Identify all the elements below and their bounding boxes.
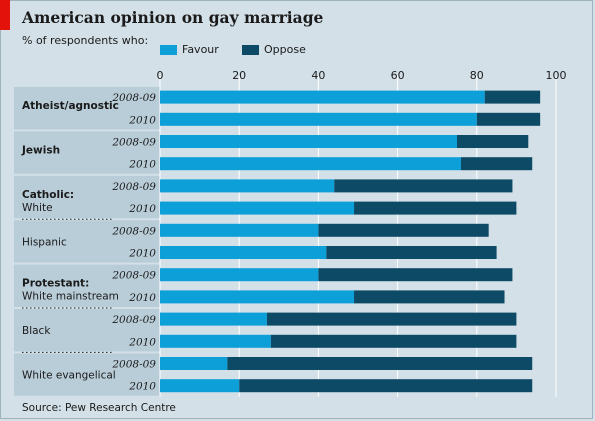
- bar-favour-12: [160, 357, 228, 370]
- row-period-label-2: 2008-09: [111, 137, 156, 149]
- label-panel-2: [14, 175, 160, 219]
- bar-oppose-1: [476, 112, 541, 126]
- row-period-label-7: 2010: [128, 248, 156, 260]
- bar-favour-1: [160, 112, 477, 126]
- bar-oppose-7: [326, 246, 497, 259]
- row-period-label-1: 2010: [128, 114, 156, 126]
- group-header-2: Catholic:: [22, 189, 74, 201]
- row-period-label-9: 2010: [128, 292, 156, 304]
- row-period-label-8: 2008-09: [111, 270, 156, 282]
- group-sublabel-3: Hispanic: [22, 236, 67, 248]
- row-period-label-13: 2010: [128, 381, 156, 393]
- row-period-label-11: 2010: [128, 336, 156, 348]
- group-header-0: Atheist/agnostic: [22, 100, 119, 112]
- label-panel-6: [14, 353, 160, 396]
- label-panel-0: [14, 87, 160, 130]
- group-header-1: Jewish: [21, 145, 60, 157]
- chart-subtitle: % of respondents who:: [22, 34, 149, 47]
- legend-label-favour: Favour: [182, 43, 219, 56]
- row-period-label-5: 2010: [128, 203, 156, 215]
- bar-favour-0: [160, 90, 485, 104]
- label-panel-4: [14, 264, 160, 307]
- bar-favour-3: [160, 157, 461, 171]
- x-tick-label-80: 80: [470, 69, 484, 82]
- x-tick-label-60: 60: [391, 69, 405, 82]
- x-tick-label-0: 0: [157, 69, 164, 82]
- group-sublabel-6: White evangelical: [22, 370, 116, 382]
- accent-red-tab: [0, 0, 10, 30]
- bar-oppose-13: [239, 379, 533, 393]
- source-note: Source: Pew Research Centre: [22, 402, 176, 414]
- label-panel-3: [14, 220, 160, 263]
- row-period-label-10: 2008-09: [111, 314, 156, 326]
- row-period-label-12: 2008-09: [111, 359, 156, 371]
- bar-oppose-11: [270, 334, 517, 348]
- bar-favour-8: [160, 268, 319, 282]
- bar-favour-13: [160, 379, 240, 393]
- label-panel-1: [14, 131, 160, 174]
- bar-oppose-12: [227, 357, 533, 370]
- bar-oppose-3: [460, 157, 533, 171]
- bar-oppose-10: [266, 312, 517, 326]
- bar-favour-9: [160, 290, 355, 304]
- bar-favour-10: [160, 312, 267, 326]
- bar-favour-2: [160, 135, 457, 148]
- x-tick-label-40: 40: [311, 69, 325, 82]
- bar-oppose-2: [457, 135, 529, 148]
- legend-label-oppose: Oppose: [264, 43, 306, 56]
- legend-swatch-favour: [160, 45, 177, 55]
- bar-favour-4: [160, 179, 335, 193]
- bar-oppose-9: [354, 290, 505, 304]
- x-tick-label-20: 20: [232, 69, 246, 82]
- bar-oppose-0: [484, 90, 541, 104]
- legend-swatch-oppose: [242, 45, 259, 55]
- group-sublabel-5: Black: [22, 325, 51, 337]
- row-period-label-3: 2010: [128, 159, 156, 171]
- row-period-label-6: 2008-09: [111, 225, 156, 237]
- chart-title: American opinion on gay marriage: [22, 8, 324, 27]
- label-panel-5: [14, 309, 160, 352]
- bar-favour-6: [160, 223, 319, 237]
- bar-oppose-4: [334, 179, 513, 193]
- row-period-label-0: 2008-09: [111, 92, 156, 104]
- bar-oppose-5: [354, 201, 517, 215]
- group-sublabel-2: White: [22, 202, 53, 214]
- group-header-4: Protestant:: [22, 278, 89, 290]
- bar-favour-11: [160, 334, 271, 348]
- group-sublabel-4: White mainstream: [22, 291, 119, 303]
- row-period-label-4: 2008-09: [111, 181, 156, 193]
- x-tick-label-100: 100: [546, 69, 567, 82]
- bar-oppose-6: [318, 223, 489, 237]
- bar-favour-7: [160, 246, 327, 259]
- bar-favour-5: [160, 201, 355, 215]
- bar-oppose-8: [318, 268, 513, 282]
